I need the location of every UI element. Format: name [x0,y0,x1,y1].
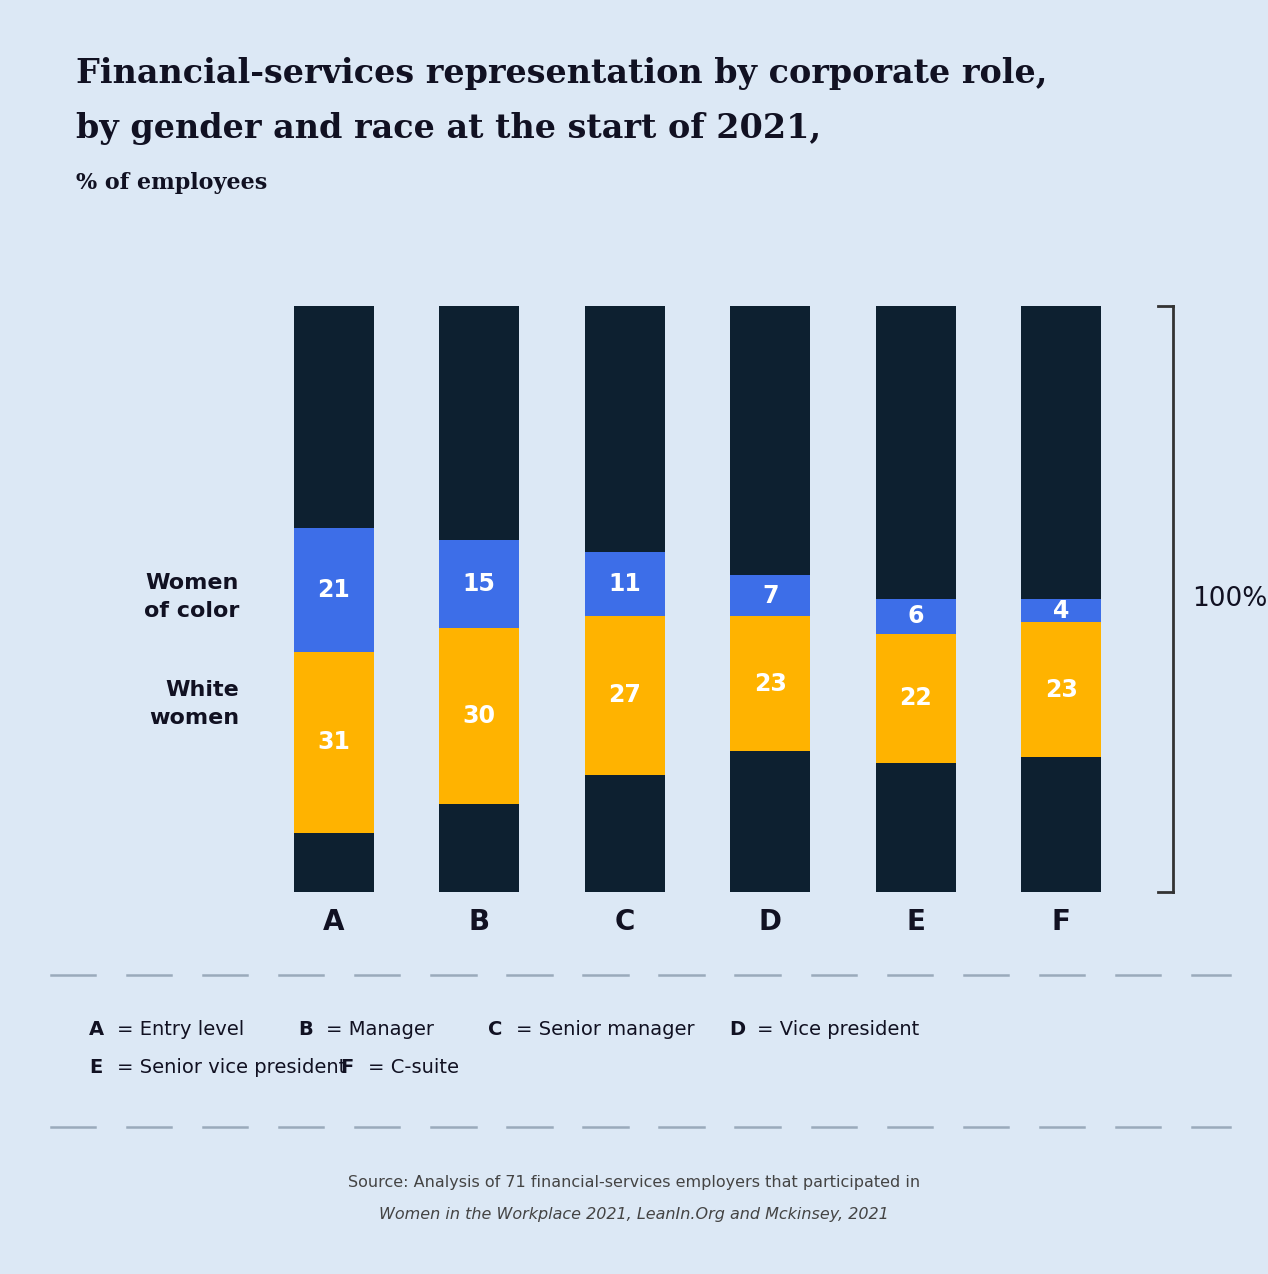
Text: Women
of color: Women of color [143,573,240,620]
Bar [730,576,810,617]
Text: = Senior vice president: = Senior vice president [117,1059,346,1077]
Bar [439,628,519,804]
Text: C: C [488,1020,502,1038]
Bar [1021,757,1101,892]
Text: by gender and race at the start of 2021,: by gender and race at the start of 2021, [76,112,822,145]
Bar [1021,306,1101,599]
Text: 6: 6 [908,604,924,628]
Bar [585,775,664,892]
Text: Women in the Workplace 2021, LeanIn.Org and Mckinsey, 2021: Women in the Workplace 2021, LeanIn.Org … [379,1206,889,1222]
Bar [876,306,956,599]
Bar [876,763,956,892]
Bar [585,552,664,617]
Bar [294,529,374,651]
Text: % of employees: % of employees [76,172,268,194]
Bar [439,540,519,628]
Text: = Vice president: = Vice president [757,1020,919,1038]
Bar [294,306,374,529]
Text: 15: 15 [463,572,496,596]
Text: = Senior manager: = Senior manager [516,1020,695,1038]
Text: = C-suite: = C-suite [368,1059,459,1077]
Bar [585,306,664,552]
Text: 23: 23 [753,671,786,696]
Text: 4: 4 [1052,599,1069,623]
Text: 23: 23 [1045,678,1078,702]
Text: 31: 31 [317,730,350,754]
Bar [294,833,374,892]
Text: F: F [340,1059,353,1077]
Bar [1021,599,1101,622]
Text: 27: 27 [609,683,642,707]
Text: 11: 11 [609,572,642,596]
Bar [439,306,519,540]
Text: Financial-services representation by corporate role,: Financial-services representation by cor… [76,57,1047,90]
Text: 21: 21 [317,578,350,603]
Bar [730,306,810,576]
Text: D: D [729,1020,746,1038]
Text: = Manager: = Manager [326,1020,434,1038]
Bar [585,617,664,775]
Bar [294,651,374,833]
Text: E: E [89,1059,101,1077]
Text: 7: 7 [762,583,779,608]
Text: = Entry level: = Entry level [117,1020,243,1038]
Bar [876,599,956,634]
Text: White
women: White women [148,680,240,729]
Text: 22: 22 [899,687,932,711]
Bar [439,804,519,892]
Text: 100%: 100% [1192,586,1267,612]
Bar [730,752,810,892]
Text: 30: 30 [463,705,496,727]
Bar [1021,622,1101,757]
Text: Source: Analysis of 71 financial-services employers that participated in: Source: Analysis of 71 financial-service… [347,1175,921,1190]
Bar [730,617,810,752]
Text: B: B [298,1020,313,1038]
Bar [876,634,956,763]
Text: A: A [89,1020,104,1038]
